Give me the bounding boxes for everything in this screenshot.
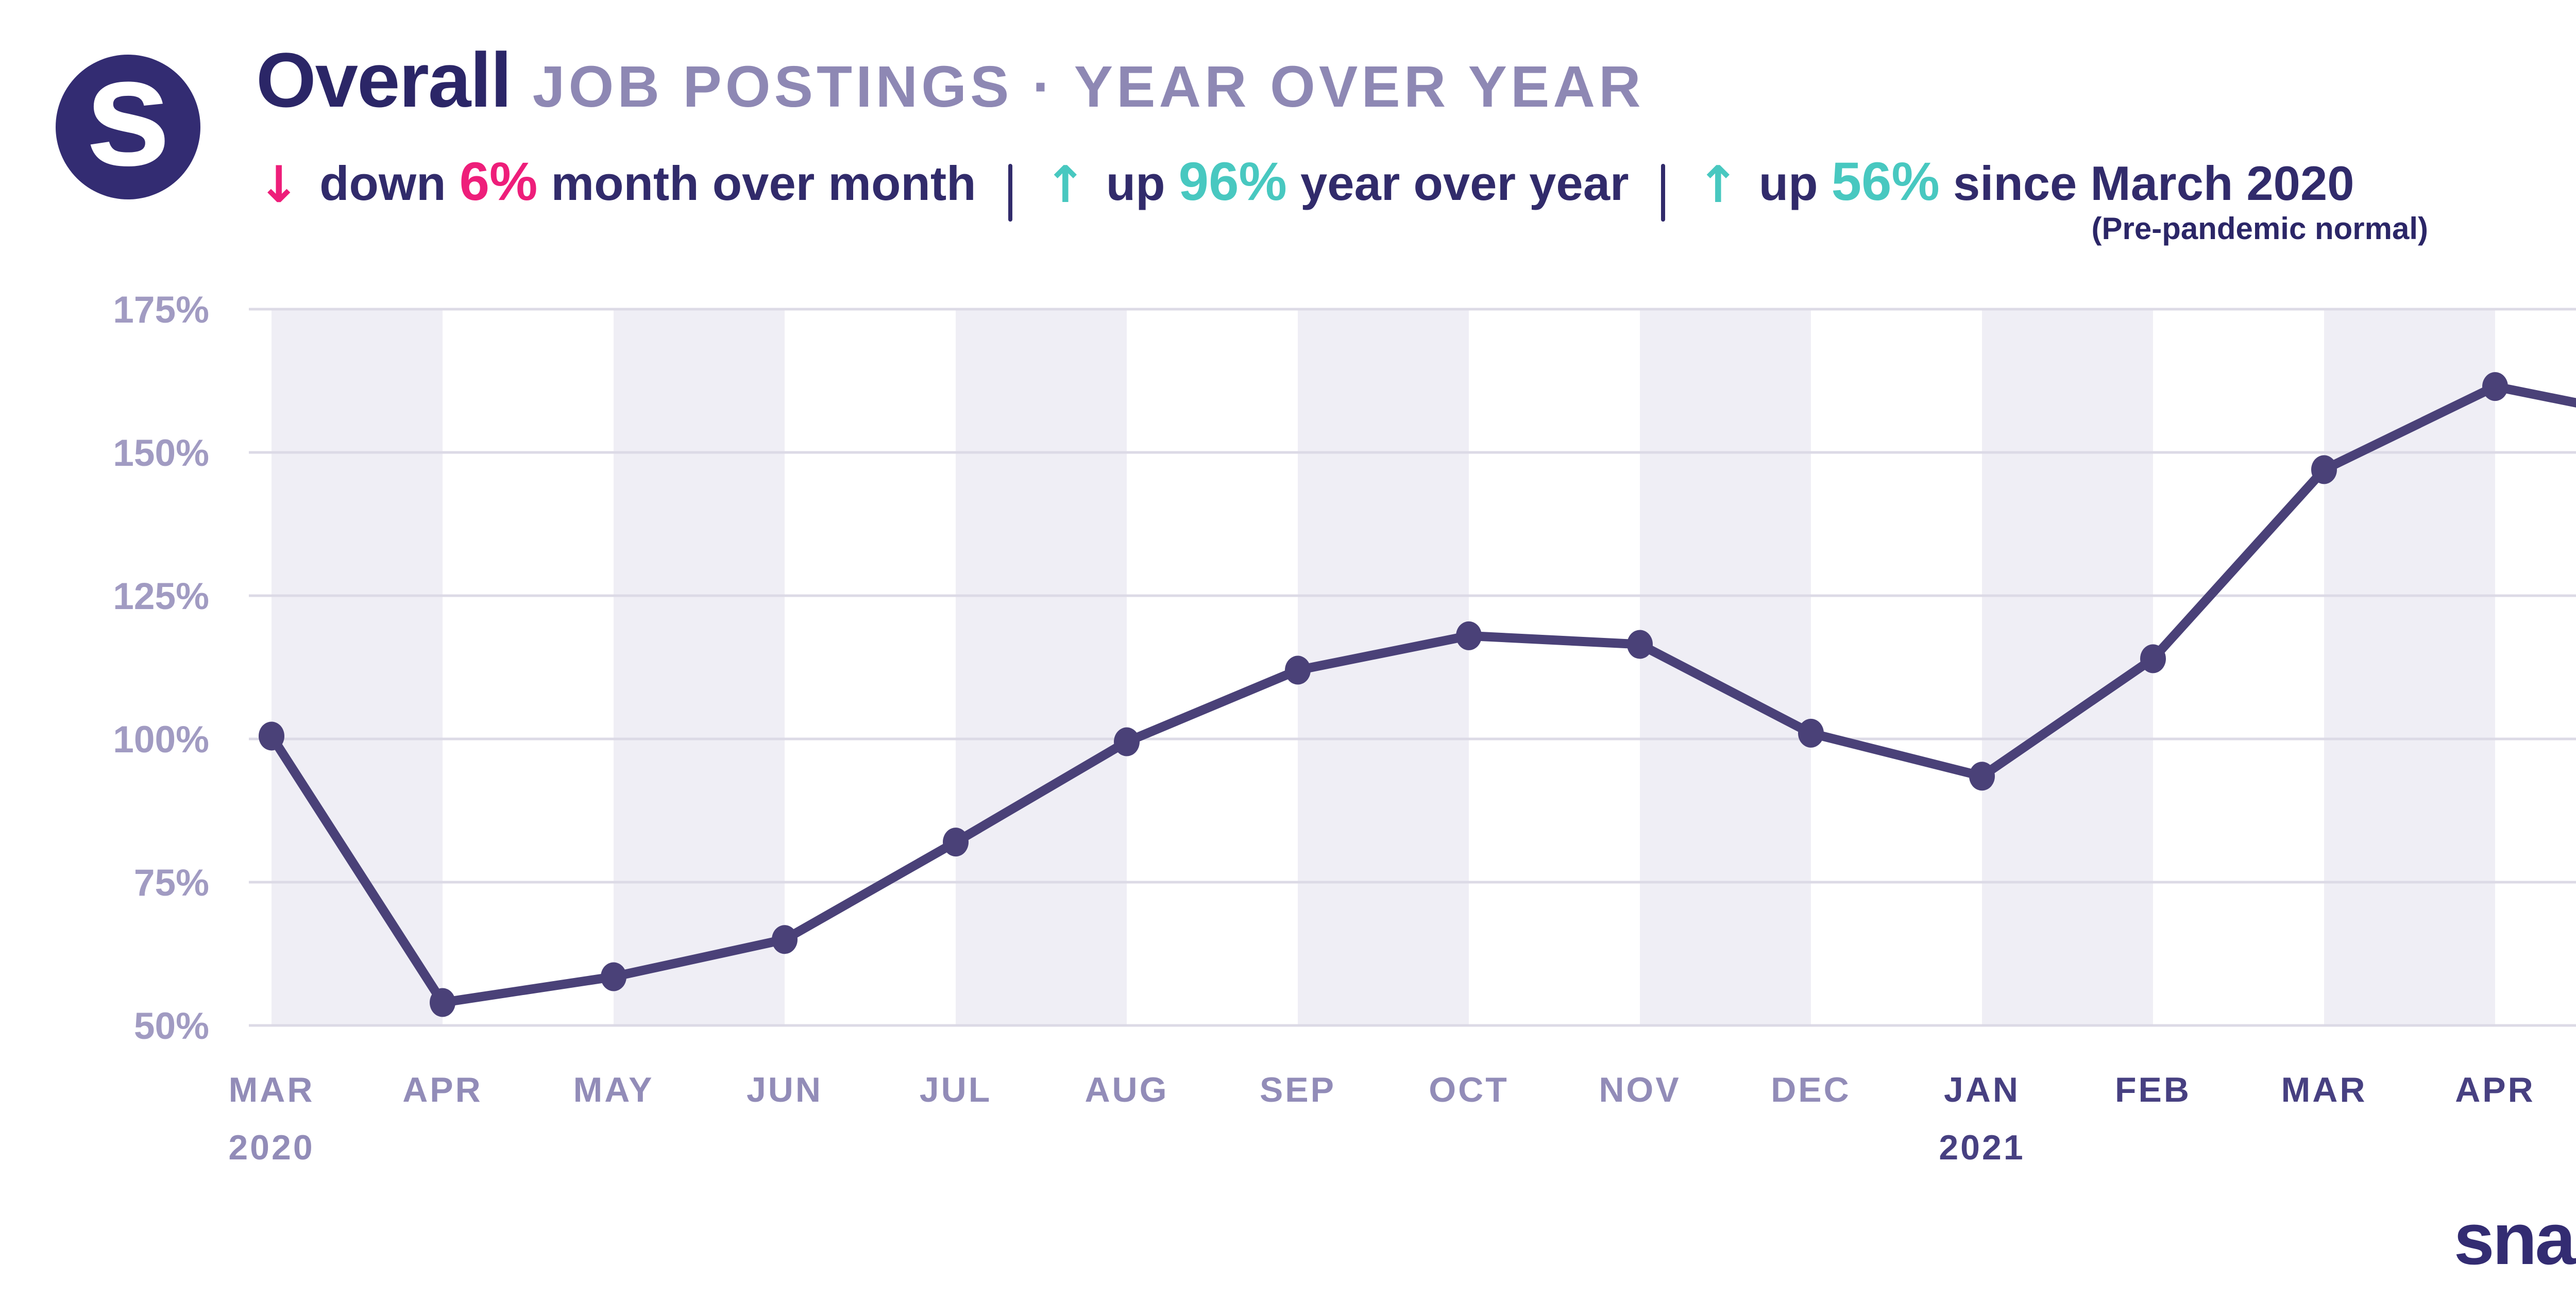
arrow-down-icon: ↓ xyxy=(258,156,300,214)
y-axis-tick-label: 150% xyxy=(113,432,209,474)
wordmark-text: snagajob xyxy=(2453,1198,2576,1280)
x-axis-year-label: 2021 xyxy=(1939,1128,2025,1167)
x-axis-month-label: JUL xyxy=(920,1070,992,1109)
title-emphasis: Overall xyxy=(256,37,512,123)
stat-item: ↑ up 96% year over year xyxy=(1044,151,1629,214)
x-axis-month-label: JUN xyxy=(747,1070,823,1109)
x-axis-year-label: 2020 xyxy=(228,1128,314,1167)
x-axis-month-label: MAR xyxy=(2281,1070,2367,1109)
data-point-jun xyxy=(772,925,798,954)
x-axis-month-label: FEB xyxy=(2115,1070,2191,1109)
data-point-mar xyxy=(2311,455,2337,484)
stat-text: up 96% year over year xyxy=(1106,151,1629,212)
snagajob-logo-badge: s xyxy=(56,34,200,199)
y-axis-tick-label: 175% xyxy=(113,289,209,331)
x-axis-month-label: AUG xyxy=(1084,1070,1168,1109)
x-axis-month-label: APR xyxy=(402,1070,483,1109)
data-point-mar-2020 xyxy=(259,721,284,751)
x-axis-month-label: JAN xyxy=(1944,1070,2020,1109)
data-point-sep xyxy=(1285,655,1311,685)
y-axis-tick-label: 100% xyxy=(113,719,209,761)
stat-text: up 56% since March 2020 xyxy=(1758,151,2354,212)
arrow-up-icon: ↑ xyxy=(1697,156,1739,214)
stat-value: 6% xyxy=(459,151,538,212)
x-axis-month-label: NOV xyxy=(1599,1070,1681,1109)
stat-item: ↑ up 56% since March 2020 xyxy=(1697,151,2354,214)
y-axis-tick-label: 125% xyxy=(113,576,209,617)
data-point-oct xyxy=(1456,621,1482,650)
x-axis-month-label: SEP xyxy=(1260,1070,1336,1109)
snagajob-s-logo-icon: s xyxy=(85,25,171,198)
stats-row: ↓ down 6% month over month ↑ up 96% year ov… xyxy=(258,151,2354,222)
stat-value: 56% xyxy=(1831,151,1940,212)
data-point-jul xyxy=(943,828,969,857)
x-axis-month-label: DEC xyxy=(1771,1070,1851,1109)
stat-item: ↓ down 6% month over month xyxy=(258,151,976,214)
arrow-up-icon: ↑ xyxy=(1044,156,1087,214)
title-category: JOB POSTINGS · YEAR OVER YEAR xyxy=(532,54,1645,119)
data-point-feb xyxy=(2140,644,2166,673)
data-point-may xyxy=(601,962,626,991)
data-point-nov xyxy=(1627,630,1653,659)
data-point-aug xyxy=(1114,727,1140,756)
plot-band xyxy=(272,309,443,1025)
y-axis-tick-label: 75% xyxy=(134,862,209,904)
stat-divider xyxy=(1008,164,1012,222)
y-axis-tick-label: 50% xyxy=(134,1005,209,1047)
plot-band xyxy=(1640,309,1811,1025)
stat-value: 96% xyxy=(1178,151,1287,212)
page-title: Overall JOB POSTINGS · YEAR OVER YEAR xyxy=(256,41,1645,119)
stat-text: down 6% month over month xyxy=(319,151,976,212)
data-point-dec xyxy=(1798,718,1824,748)
x-axis-month-label: APR xyxy=(2455,1070,2535,1109)
data-point-jan-2021 xyxy=(1969,762,1995,791)
plot-band xyxy=(614,309,785,1025)
plot-band xyxy=(2324,309,2495,1025)
x-axis-month-label: MAY xyxy=(573,1070,654,1109)
x-axis-month-label: MAR xyxy=(229,1070,315,1109)
snagajob-wordmark: snagajob® xyxy=(2454,1195,2576,1283)
plot-band xyxy=(1982,309,2153,1025)
x-axis-month-label: OCT xyxy=(1429,1070,1509,1109)
stat-divider xyxy=(1660,164,1665,222)
pre-pandemic-footnote: (Pre-pandemic normal) xyxy=(2091,211,2428,246)
plot-band xyxy=(956,309,1127,1025)
data-point-apr xyxy=(430,988,455,1017)
data-point-apr xyxy=(2482,372,2508,401)
